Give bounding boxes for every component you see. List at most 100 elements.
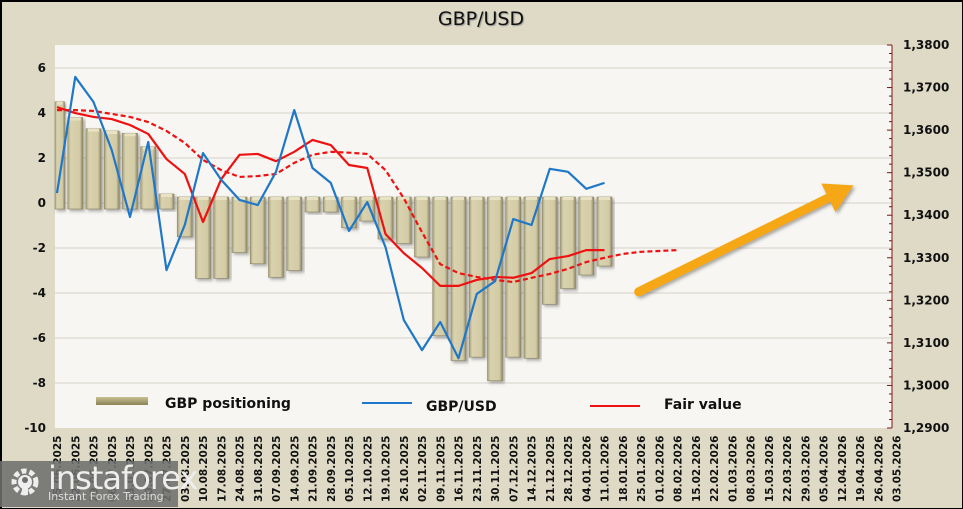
x-tick-label: 23.11.2025 (472, 436, 484, 502)
x-tick-label: 15.02.2026 (691, 436, 703, 502)
bar (414, 196, 430, 258)
x-tick-label: 07.12.2025 (508, 436, 520, 502)
bar (395, 196, 412, 244)
fair-value-trend-line (57, 109, 678, 284)
x-tick-label: 25.01.2026 (636, 436, 648, 502)
left-tick-label: -6 (33, 331, 46, 345)
right-tick-label: 1,3600 (903, 123, 949, 137)
bar-bevel (416, 197, 428, 200)
x-tick-label: 03.08.2025 (180, 436, 192, 502)
left-tick-label: -4 (33, 286, 46, 300)
bar-bevel (307, 197, 318, 200)
positioning-bars (54, 101, 613, 382)
bar (54, 101, 65, 210)
x-tick-label: 19.04.2026 (855, 436, 867, 502)
bar (85, 128, 102, 210)
right-tick-label: 1,3400 (903, 208, 949, 222)
gbpusd-line (55, 75, 605, 360)
x-tick-label: 14.12.2025 (527, 436, 539, 502)
legend-swatch-positioning (96, 397, 148, 405)
gear-logo-icon (11, 468, 39, 496)
arrow-shaft (634, 193, 833, 297)
bar (213, 196, 230, 279)
x-tick-label: 18.01.2026 (618, 436, 630, 502)
left-tick-label: 2 (38, 151, 46, 165)
left-tick-label: -10 (24, 421, 46, 435)
bar-body (414, 196, 430, 258)
bar-body (286, 196, 303, 271)
x-tick-label: 11.01.2026 (600, 436, 612, 502)
right-tick-label: 1,3300 (903, 251, 949, 265)
x-tick-label: 08.02.2026 (673, 436, 685, 502)
legend: GBP positioning GBP/USD Fair value (96, 396, 742, 415)
bar-bevel (161, 194, 172, 197)
x-tick-label: 17.08.2025 (216, 436, 228, 502)
left-tick-label: -8 (33, 376, 46, 390)
x-tick-label: 29.03.2026 (800, 436, 812, 502)
bar-bevel (599, 197, 610, 200)
x-tick-label: 12.10.2025 (362, 436, 374, 502)
bar (122, 132, 138, 210)
bar (67, 117, 84, 210)
left-tick-label: -2 (33, 241, 46, 255)
bar (359, 196, 376, 222)
bar-body (67, 117, 84, 210)
bar-bevel (526, 197, 537, 200)
bar-bevel (124, 133, 136, 137)
right-tick-label: 1,3100 (903, 336, 949, 350)
right-axis: 1,3800 1,3700 1,3600 1,3500 1,3400 1,3300 1,32… (887, 38, 949, 435)
x-tick-label: 30.11.2025 (490, 436, 502, 502)
legend-label-positioning: GBP positioning (165, 396, 291, 412)
bar (560, 196, 576, 289)
x-tick-label: 26.04.2026 (873, 436, 885, 502)
bar (304, 196, 321, 213)
watermark-brand: instaforex (48, 459, 198, 497)
bar-bevel (57, 101, 63, 105)
bar-bevel (380, 197, 391, 200)
bar-bevel (471, 197, 483, 200)
bar (432, 196, 449, 337)
x-tick-label: 16.11.2025 (454, 436, 466, 502)
bar-bevel (215, 197, 227, 200)
bar (158, 193, 175, 210)
x-tick-label: 03.05.2026 (892, 436, 904, 502)
bar-body (432, 196, 449, 337)
bar-bevel (325, 197, 337, 200)
bar (450, 196, 467, 361)
x-tick-label: 05.10.2025 (344, 436, 356, 502)
bar-body (268, 196, 284, 278)
right-tick-label: 1,3000 (903, 378, 949, 392)
bar-body (395, 196, 412, 244)
fair-value-line (56, 106, 605, 287)
x-tick-label: 28.12.2025 (563, 436, 575, 502)
annotation-arrow (634, 183, 854, 297)
bar-bevel (398, 197, 410, 200)
right-tick-label: 1,2900 (903, 421, 949, 435)
bar-bevel (288, 197, 300, 200)
bar (578, 196, 595, 276)
bar (195, 196, 211, 279)
chart-title: GBP/USD (437, 8, 525, 30)
x-tick-label: 07.09.2025 (271, 436, 283, 502)
bar (286, 196, 303, 271)
bar (231, 196, 248, 253)
x-tick-label: 08.03.2026 (746, 436, 758, 502)
x-tick-label: 28.09.2025 (326, 436, 338, 502)
arrow-head (821, 183, 854, 213)
bar-bevel (453, 197, 464, 200)
x-tick-label: 09.11.2025 (435, 436, 447, 502)
x-tick-label: 26.10.2025 (399, 436, 411, 502)
bar-bevel (562, 197, 574, 200)
bar-bevel (197, 197, 209, 200)
left-tick-label: 4 (38, 106, 46, 120)
bar-bevel (434, 197, 446, 200)
bar-body (85, 128, 102, 210)
bar-body (487, 196, 503, 382)
bar-body (541, 196, 558, 305)
bar-bevel (252, 197, 264, 200)
x-tick-label: 12.04.2026 (837, 436, 849, 502)
left-tick-label: 0 (38, 196, 46, 210)
x-tick-label: 15.03.2026 (764, 436, 776, 502)
x-tick-label: 31.08.2025 (253, 436, 265, 502)
